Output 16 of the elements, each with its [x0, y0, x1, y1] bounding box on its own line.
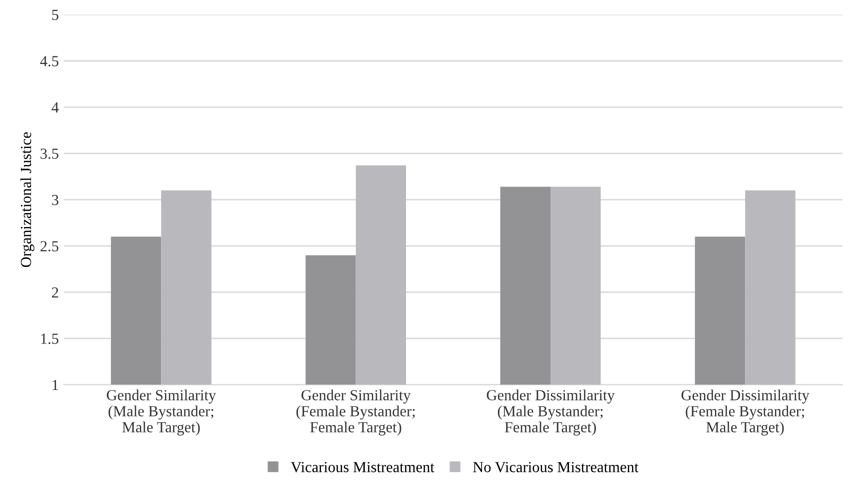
- y-axis-title: Organizational Justice: [20, 132, 34, 267]
- x-tick-label: Gender Dissimilarity (Female Bystander; Male Target): [682, 390, 810, 436]
- legend-label: Vicarious Mistreatment: [290, 462, 434, 472]
- y-tick-label: 4: [52, 102, 59, 112]
- y-tick-label: 2.5: [40, 241, 58, 252]
- y-tick-label: 1: [52, 380, 58, 390]
- y-tick-label: 4.5: [40, 56, 58, 66]
- y-tick-label: 3.5: [40, 148, 58, 159]
- y-tick-label: 1.5: [41, 334, 58, 344]
- x-tick-label: Gender Similarity (Male Bystander; Male Target): [106, 390, 216, 436]
- x-tick-label: Gender Similarity (Female Bystander; Female Target): [296, 390, 415, 436]
- x-tick-label: Gender Dissimilarity (Male Bystander; Female Target): [486, 390, 615, 436]
- y-tick-label: 2: [52, 287, 58, 298]
- y-tick-label: 5: [52, 10, 58, 20]
- y-tick-label: 3: [52, 194, 58, 206]
- legend-label: No Vicarious Mistreatment: [473, 462, 638, 472]
